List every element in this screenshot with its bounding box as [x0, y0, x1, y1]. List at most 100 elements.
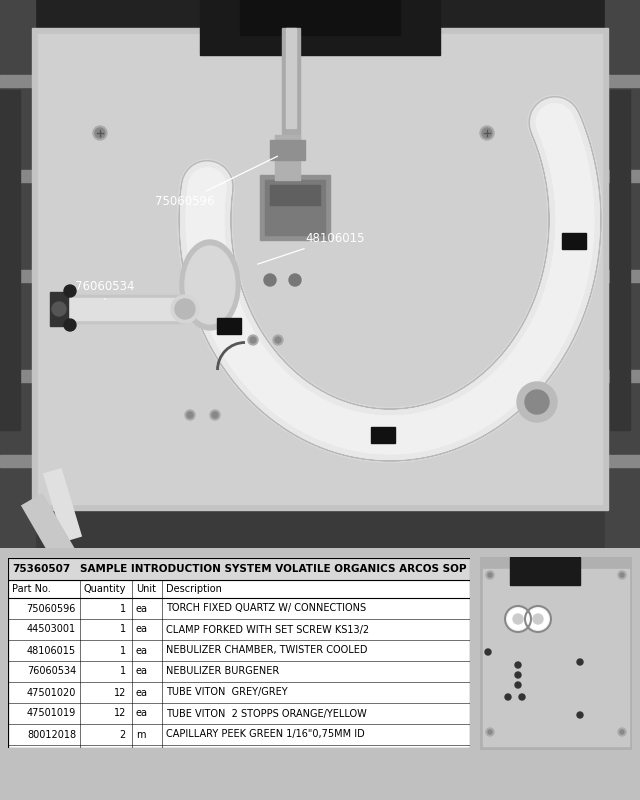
Bar: [0, 75, 35, 87]
Ellipse shape: [175, 299, 195, 319]
Text: 12: 12: [114, 687, 126, 698]
Text: 75360507: 75360507: [12, 564, 70, 574]
Bar: [265, 180, 325, 235]
Bar: [282, 28, 300, 138]
Text: 75060596: 75060596: [155, 156, 278, 208]
Text: TUBE VITON  2 STOPPS ORANGE/YELLOW: TUBE VITON 2 STOPPS ORANGE/YELLOW: [166, 709, 367, 718]
Circle shape: [185, 410, 195, 420]
Text: TORCH FIXED QUARTZ W/ CONNECTIONS: TORCH FIXED QUARTZ W/ CONNECTIONS: [166, 603, 366, 614]
Text: CLAMP FORKED WITH SET SCREW KS13/2: CLAMP FORKED WITH SET SCREW KS13/2: [166, 625, 369, 634]
Bar: [0, 270, 35, 282]
Text: Part No.: Part No.: [12, 584, 51, 594]
Text: ea: ea: [136, 709, 148, 718]
Text: 48106015: 48106015: [258, 232, 365, 264]
Text: CAPILLARY PEEK GREEN 1/16"0,75MM ID: CAPILLARY PEEK GREEN 1/16"0,75MM ID: [166, 730, 365, 739]
Bar: [605, 0, 640, 548]
Bar: [8, 558, 470, 580]
Circle shape: [64, 285, 76, 297]
Text: 47501020: 47501020: [27, 687, 76, 698]
Ellipse shape: [171, 295, 199, 323]
Text: Unit: Unit: [136, 584, 156, 594]
Circle shape: [513, 614, 523, 624]
Circle shape: [525, 390, 549, 414]
Circle shape: [505, 694, 511, 700]
Bar: [50, 292, 68, 326]
Circle shape: [486, 728, 494, 736]
Bar: [371, 427, 396, 443]
Bar: [0, 370, 35, 382]
Circle shape: [618, 728, 626, 736]
Circle shape: [515, 662, 521, 668]
Circle shape: [210, 410, 220, 420]
Text: ea: ea: [136, 687, 148, 698]
Bar: [55, 295, 185, 323]
Circle shape: [482, 128, 492, 138]
Text: 1: 1: [120, 625, 126, 634]
Text: TUBE VITON  GREY/GREY: TUBE VITON GREY/GREY: [166, 687, 287, 698]
Text: 76060534: 76060534: [27, 666, 76, 677]
Circle shape: [52, 302, 66, 316]
Text: ea: ea: [136, 666, 148, 677]
Text: 1: 1: [120, 646, 126, 655]
Circle shape: [273, 335, 283, 345]
Bar: [260, 175, 330, 240]
Bar: [605, 75, 640, 87]
Circle shape: [528, 609, 548, 629]
Text: NEBULIZER BURGENER: NEBULIZER BURGENER: [166, 666, 279, 677]
Bar: [286, 28, 296, 128]
Bar: [0, 455, 35, 467]
Circle shape: [480, 126, 494, 140]
Circle shape: [264, 274, 276, 286]
Circle shape: [519, 694, 525, 700]
Circle shape: [517, 382, 557, 422]
Ellipse shape: [180, 240, 240, 330]
Text: 1: 1: [120, 666, 126, 677]
Bar: [58, 298, 182, 320]
Bar: [605, 270, 640, 282]
Circle shape: [250, 337, 256, 343]
Circle shape: [620, 730, 624, 734]
Circle shape: [618, 571, 626, 579]
Circle shape: [525, 606, 551, 632]
Circle shape: [95, 128, 105, 138]
Bar: [217, 318, 241, 334]
Circle shape: [289, 274, 301, 286]
Bar: [270, 140, 305, 160]
Circle shape: [505, 606, 531, 632]
Text: 76060534: 76060534: [75, 280, 134, 299]
Circle shape: [488, 573, 492, 577]
Circle shape: [508, 609, 528, 629]
Circle shape: [486, 571, 494, 579]
Bar: [605, 455, 640, 467]
Bar: [240, 0, 400, 35]
Circle shape: [488, 730, 492, 734]
Bar: [270, 185, 320, 205]
Text: 44503001: 44503001: [27, 625, 76, 634]
Circle shape: [248, 335, 258, 345]
Bar: [0, 0, 640, 30]
Text: 1: 1: [120, 603, 126, 614]
Text: NEBULIZER CHAMBER, TWISTER COOLED: NEBULIZER CHAMBER, TWISTER COOLED: [166, 646, 367, 655]
Bar: [605, 170, 640, 182]
Bar: [605, 370, 640, 382]
Text: ea: ea: [136, 646, 148, 655]
Circle shape: [485, 649, 491, 655]
Bar: [510, 557, 580, 585]
Circle shape: [620, 573, 624, 577]
Text: 12: 12: [114, 709, 126, 718]
Text: SAMPLE INTRODUCTION SYSTEM VOLATILE ORGANICS ARCOS SOP: SAMPLE INTRODUCTION SYSTEM VOLATILE ORGA…: [80, 564, 467, 574]
Circle shape: [515, 672, 521, 678]
Circle shape: [577, 659, 583, 665]
Text: Quantity: Quantity: [84, 584, 126, 594]
Ellipse shape: [185, 246, 235, 324]
Circle shape: [64, 319, 76, 331]
Text: 48106015: 48106015: [27, 646, 76, 655]
Circle shape: [93, 126, 107, 140]
Text: ea: ea: [136, 625, 148, 634]
Circle shape: [275, 337, 281, 343]
Text: ea: ea: [136, 603, 148, 614]
Text: 47501019: 47501019: [27, 709, 76, 718]
Text: Description: Description: [166, 584, 222, 594]
Bar: [0, 510, 640, 548]
Bar: [0, 0, 35, 548]
